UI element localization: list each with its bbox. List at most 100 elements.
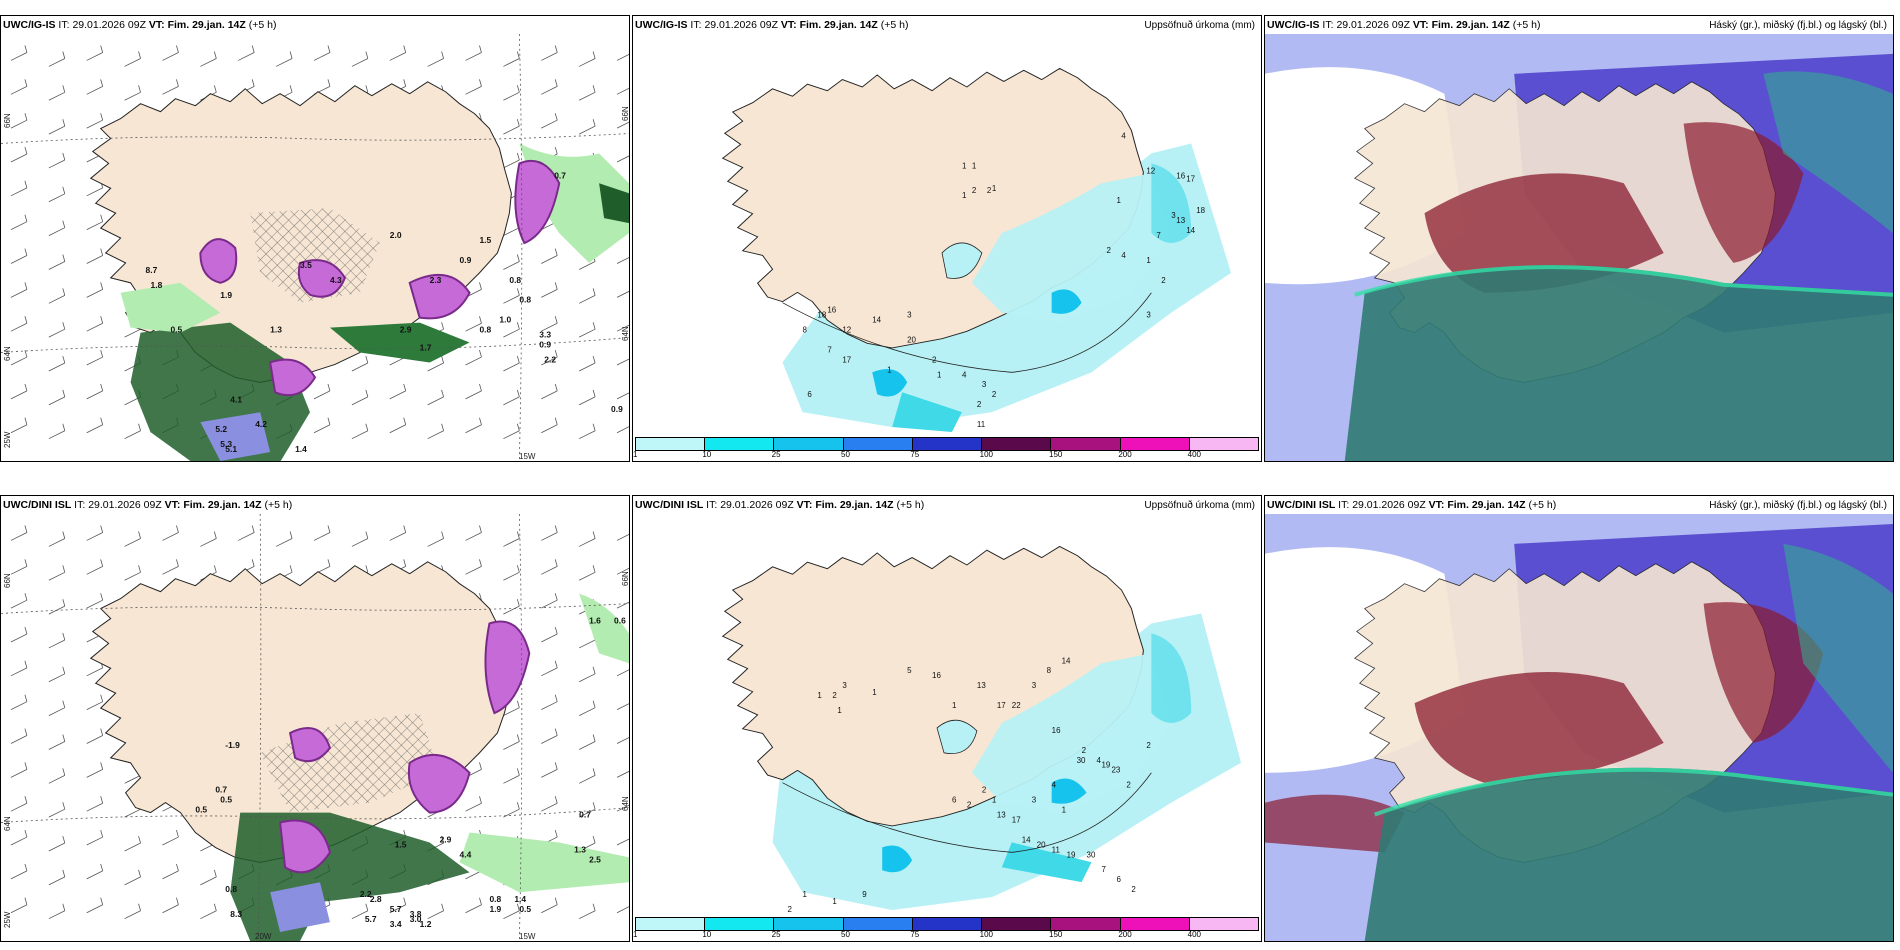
wind-barb [10, 795, 28, 812]
magenta-cell-3 [408, 273, 471, 320]
value-label: 3 [1032, 796, 1037, 805]
model-name: UWC/DINI ISL [1267, 499, 1336, 511]
value-label: 4.2 [255, 419, 267, 429]
map-area[interactable] [1265, 34, 1893, 461]
wind-barb [162, 897, 179, 914]
colorbar-label: 75 [910, 450, 920, 459]
it-value: 29.01.2026 09Z [704, 19, 778, 31]
wind-barb [578, 767, 596, 784]
wind-barb [86, 762, 104, 778]
lat-label-66n: 66N [3, 573, 12, 588]
value-label: 4 [1121, 251, 1126, 260]
wind-barb [124, 835, 141, 852]
value-label: 13 [997, 811, 1006, 820]
panel-title: Uppsöfnuð úrkoma (mm) [1144, 19, 1255, 31]
value-label: 14 [872, 316, 881, 325]
it-label: IT: [74, 499, 86, 511]
value-label: 7 [827, 345, 832, 354]
value-label: 2 [982, 786, 987, 795]
low-cloud-edge [1354, 265, 1893, 297]
wind-barb [616, 78, 629, 95]
magenta-cell-5 [269, 358, 317, 397]
wind-barb [48, 220, 66, 237]
low-cloud-edge [1373, 767, 1893, 817]
colorbar-label: 100 [979, 930, 994, 939]
value-label: 12 [1146, 166, 1155, 175]
value-label: 0.8 [519, 295, 531, 305]
wind-barb [616, 349, 629, 366]
value-label: 23 [1111, 766, 1120, 775]
magenta-cell-4 [514, 159, 561, 245]
map-area[interactable]: 8.7 1.8 0.5 1.9 4.1 4.2 5.2 5.3 5.1 1.4 1.0 2.2 0.9 0… [1, 34, 629, 461]
wind-barb [86, 829, 104, 846]
value-label: 5.7 [365, 914, 377, 924]
value-label: 5.1 [225, 444, 237, 454]
vt-value: Fim. 29.jan. 14Z [183, 499, 262, 511]
wind-barb [124, 84, 141, 101]
wind-barb [86, 349, 104, 366]
wind-barb [10, 558, 28, 575]
wind-barb [86, 694, 104, 711]
value-label: 3.4 [390, 919, 402, 929]
value-label: 2 [932, 355, 937, 364]
wind-barb [578, 355, 596, 372]
it-value: 29.01.2026 09Z [720, 499, 794, 511]
high-cloud-3 [1265, 794, 1405, 853]
wind-barb [313, 383, 331, 400]
precip-core-3 [892, 392, 962, 433]
value-label: 2.8 [370, 894, 382, 904]
value-label: 16 [1176, 171, 1185, 180]
colorbar-swatch [982, 918, 1052, 930]
value-label: 2 [1146, 741, 1151, 750]
wind-barb [10, 180, 28, 197]
wind-barb [540, 694, 558, 711]
vt-label: VT: [1412, 19, 1429, 31]
wind-barb [578, 531, 596, 547]
wind-barb [540, 762, 558, 778]
wind-barb [124, 869, 141, 886]
value-label: 1 [937, 370, 942, 379]
contour-line [782, 292, 1152, 373]
lon-label-20w: 20W [255, 932, 272, 941]
value-label: 2.5 [589, 854, 601, 864]
wind-barb [503, 355, 520, 372]
wind-barb [86, 78, 104, 95]
panel-title: Uppsöfnuð úrkoma (mm) [1144, 499, 1255, 511]
it-value: 29.01.2026 09Z [88, 499, 162, 511]
value-label: 2.9 [400, 325, 412, 335]
map-area[interactable]: -1.9 0.7 0.5 0.5 0.8 8.3 3.0 3.8 5.7 2.8 2.2 5.7 3.4… [1, 514, 629, 941]
value-label: 1.9 [220, 290, 232, 300]
value-label: 0.9 [460, 255, 472, 265]
wind-barb [124, 423, 141, 440]
it-label: IT: [706, 499, 718, 511]
value-label: 1 [887, 365, 892, 374]
wind-barb [351, 531, 369, 547]
wind-barb [503, 254, 520, 270]
map-canvas [1265, 514, 1893, 941]
value-label: 7 [1156, 231, 1161, 240]
magenta-cell-3 [407, 753, 471, 814]
wind-barb [48, 423, 66, 440]
wind-barb [616, 146, 629, 163]
vt-label: VT: [1428, 499, 1445, 511]
wind-barb [10, 417, 28, 434]
map-area[interactable] [1265, 514, 1893, 941]
hatched-area [250, 208, 380, 303]
value-label: 2.9 [440, 834, 452, 844]
magenta-cell-1 [288, 727, 332, 763]
wind-barb [10, 78, 28, 95]
right-lat-64n: 64N [621, 796, 630, 811]
wind-barb [86, 795, 104, 812]
map-area[interactable]: 1 2 3 1 1 5 16 1 13 17 22 3 8 14 16 2 4 4 3 1 30 19 23 2 2 6 2 2 1 13… [633, 514, 1261, 917]
wind-barb [578, 666, 596, 683]
value-label: 1 [837, 706, 842, 715]
value-label: 0.9 [611, 404, 623, 414]
wind-barb [86, 214, 104, 231]
wind-barb [616, 282, 629, 298]
value-label: 14 [1186, 226, 1195, 235]
wind-barb [503, 423, 520, 440]
forecast-offset: (+5 h) [880, 19, 909, 31]
map-area[interactable]: 1 1 2 2 1 1 4 12 16 17 3 7 13 14 1 18 2 4 1 2 3 14 12 16 18 20 2 1 4… [633, 34, 1261, 437]
wind-barb [503, 903, 520, 920]
